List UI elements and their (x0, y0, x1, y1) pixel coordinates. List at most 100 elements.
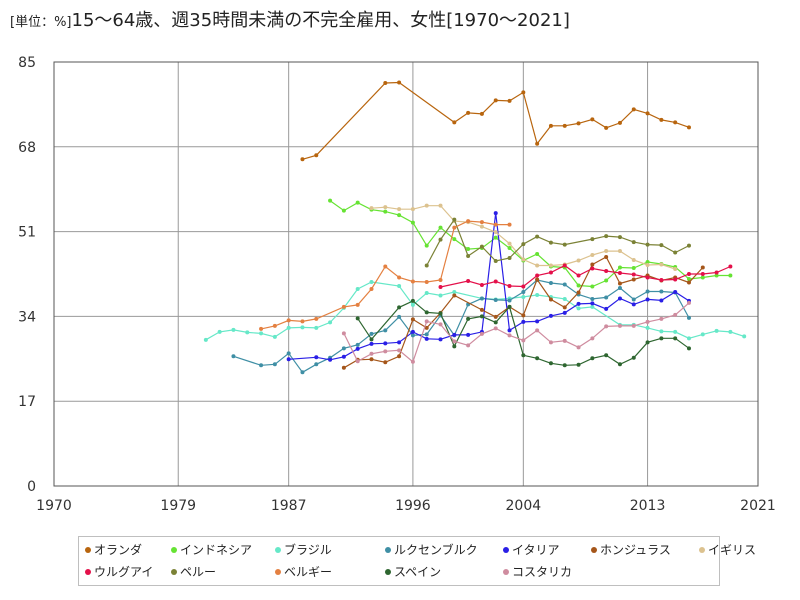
data-point (659, 117, 664, 122)
grid (53, 61, 759, 487)
data-point (576, 273, 581, 278)
data-point (438, 225, 443, 230)
data-point (314, 316, 319, 321)
data-point (548, 280, 553, 285)
data-point (590, 336, 595, 341)
data-point (438, 284, 443, 289)
data-point (383, 349, 388, 354)
data-point (604, 269, 609, 274)
legend-item: ペルー (171, 565, 216, 579)
data-point (300, 319, 305, 324)
data-point (535, 356, 540, 361)
data-point (714, 270, 719, 275)
data-point (645, 242, 650, 247)
data-point (562, 363, 567, 368)
data-point (493, 98, 498, 103)
data-point (659, 336, 664, 341)
legend-marker (275, 569, 281, 575)
data-point (686, 243, 691, 248)
data-point (479, 307, 484, 312)
data-point (507, 304, 512, 309)
data-point (383, 209, 388, 214)
axis-tick-labels: 1970 1979 1987 1996 2004 2013 2021 0 17 34 51 68 85 (18, 55, 776, 514)
data-point (424, 263, 429, 268)
series-line (288, 213, 690, 361)
data-point (590, 237, 595, 242)
data-point (397, 283, 402, 288)
data-point (700, 275, 705, 280)
data-point (659, 277, 664, 282)
data-point (645, 263, 650, 268)
data-point (617, 296, 622, 301)
data-point (383, 205, 388, 210)
data-point (673, 289, 678, 294)
data-point (535, 234, 540, 239)
data-point (466, 110, 471, 115)
data-point (424, 203, 429, 208)
data-point (728, 329, 733, 334)
legend-marker (699, 547, 705, 553)
series-group (424, 217, 691, 268)
x-tick-label: 1979 (160, 498, 196, 514)
data-point (493, 326, 498, 331)
legend-label: イタリア (512, 543, 560, 557)
legend-marker (275, 547, 281, 553)
series-line (302, 81, 690, 160)
data-point (479, 314, 484, 319)
data-point (355, 286, 360, 291)
data-point (659, 316, 664, 321)
data-point (562, 263, 567, 268)
data-point (397, 314, 402, 319)
data-point (686, 346, 691, 351)
data-point (521, 313, 526, 318)
data-point (424, 279, 429, 284)
data-point (590, 356, 595, 361)
data-point (562, 338, 567, 343)
data-point (535, 319, 540, 324)
data-point (466, 247, 471, 252)
data-point (659, 243, 664, 248)
data-point (369, 286, 374, 291)
title-text: 15～64歳、週35時間未満の不完全雇用、女性[1970～2021] (71, 10, 570, 31)
data-point (590, 253, 595, 258)
legend-label: イギリス (708, 543, 757, 557)
data-point (424, 310, 429, 315)
data-point (548, 340, 553, 345)
data-point (535, 273, 540, 278)
data-point (424, 290, 429, 295)
data-point (617, 323, 622, 328)
data-point (231, 354, 236, 359)
data-point (493, 279, 498, 284)
data-point (686, 336, 691, 341)
data-point (714, 328, 719, 333)
data-point (535, 141, 540, 146)
data-point (590, 296, 595, 301)
data-point (328, 320, 333, 325)
legend-item: ベルギー (275, 565, 332, 579)
data-point (452, 217, 457, 222)
legend-marker (385, 569, 391, 575)
data-point (521, 289, 526, 294)
data-point (576, 283, 581, 288)
series-line (329, 200, 731, 288)
data-point (686, 276, 691, 281)
data-point (355, 342, 360, 347)
series-group (438, 263, 733, 289)
data-point (452, 237, 457, 242)
data-point (452, 120, 457, 125)
data-point (507, 241, 512, 246)
data-point (452, 293, 457, 298)
data-point (521, 338, 526, 343)
data-point (673, 336, 678, 341)
y-tick-label: 85 (18, 55, 36, 71)
data-point (286, 351, 291, 356)
legend-item: ルクセンブルク (385, 543, 478, 557)
data-point (493, 297, 498, 302)
data-point (397, 340, 402, 345)
data-point (645, 325, 650, 330)
data-point (328, 198, 333, 203)
data-point (314, 325, 319, 330)
data-point (535, 328, 540, 333)
legend-item: ブラジル (275, 543, 332, 557)
data-point (369, 351, 374, 356)
